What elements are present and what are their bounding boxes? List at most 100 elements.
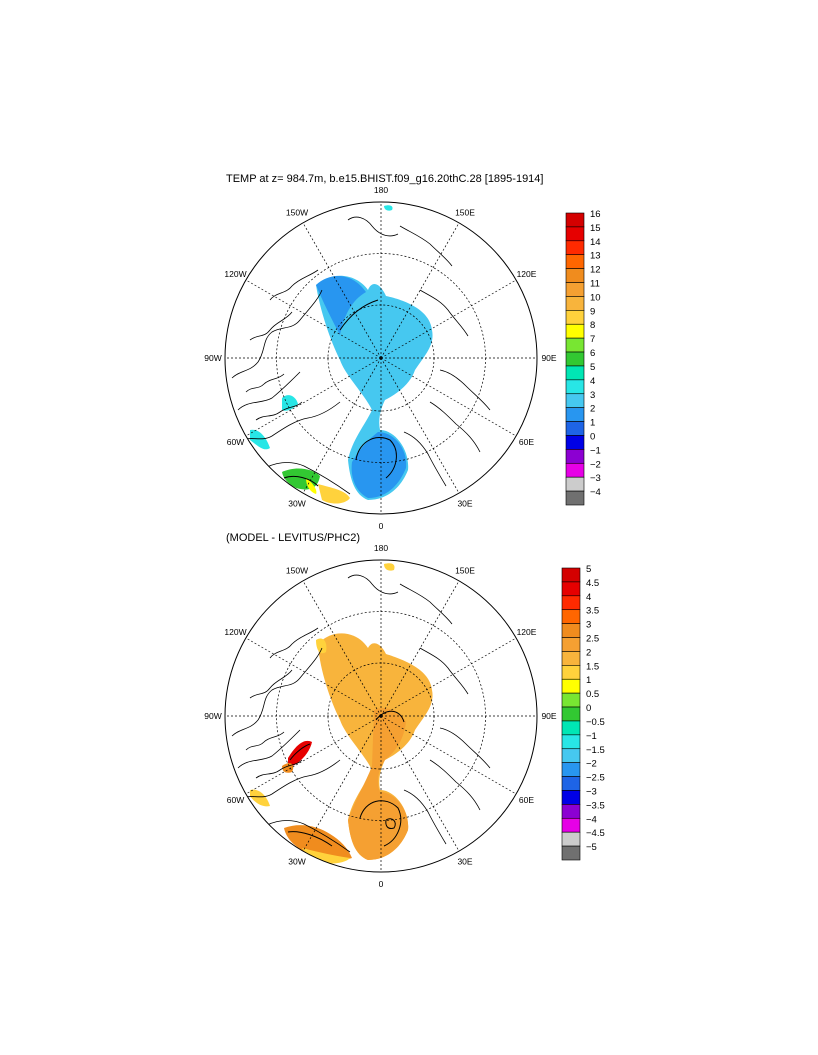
colorbar-2: 5 4.5 4 3.5 3 2.5 2 1.5 1 0.5 0 −0.5 −1 −1.5 −2 −2.5 −3 −…	[561, 564, 605, 861]
colorbar-swatch	[565, 462, 585, 478]
colorbar-swatch	[561, 762, 581, 777]
colorbar-tick-label: 3	[586, 620, 591, 631]
colorbar-swatch	[561, 581, 581, 597]
colorbar-swatch	[565, 421, 585, 436]
colorbar-swatch	[565, 282, 585, 297]
colorbar-tick-label: 0	[590, 431, 595, 442]
polar-map-2: 180 150E 120E 90E 60E 30E 0 30W 60W 90W 120W 150W	[204, 543, 557, 889]
colorbar-swatch	[561, 595, 581, 611]
lon-label-120e: 120E	[517, 269, 537, 279]
lon-label-120e: 120E	[517, 627, 537, 637]
colorbar-tick-label: 15	[590, 223, 601, 234]
colorbar-swatch	[561, 609, 581, 624]
colorbar-tick-label: 3	[590, 390, 595, 401]
colorbar-swatch	[561, 748, 581, 763]
contour-line-1	[375, 710, 405, 723]
colorbar-tick-label: 16	[590, 209, 601, 220]
colorbar-tick-label: 2	[586, 647, 591, 658]
data-region-8	[306, 478, 317, 494]
lon-label-90w: 90W	[204, 711, 221, 721]
colorbar-swatch	[561, 804, 581, 819]
colorbar-swatch	[565, 449, 585, 464]
colorbar-tick-label: −3.5	[586, 800, 605, 811]
colorbar-tick-label: 8	[590, 320, 595, 331]
lon-label-150w: 150W	[286, 566, 308, 576]
colorbar-tick-label: −4.5	[586, 828, 605, 839]
colorbar-swatch	[561, 692, 581, 708]
colorbar-tick-label: −1	[586, 731, 597, 742]
polar-map-1: 180 150E 120E 90E 60E 30E 0 30W 60W 90W 120W 150W	[204, 185, 557, 531]
colorbar-tick-label: 0.5	[586, 689, 599, 700]
colorbar-swatch	[561, 665, 581, 680]
colorbar-swatch	[565, 365, 585, 381]
colorbar-tick-label: −2	[590, 459, 601, 470]
colorbar-swatch	[565, 337, 585, 353]
colorbar-tick-label: −0.5	[586, 717, 605, 728]
lon-label-180: 180	[374, 543, 388, 553]
colorbar-swatch	[565, 268, 585, 283]
lon-label-90w: 90W	[204, 353, 221, 363]
lon-label-30w: 30W	[288, 856, 305, 866]
map-boundary	[224, 201, 538, 515]
colorbar-tick-label: 13	[590, 251, 601, 262]
colorbar-swatch	[565, 379, 585, 395]
lon-label-90e: 90E	[541, 353, 556, 363]
colorbar-tick-label: 1	[590, 418, 595, 429]
colorbar-swatch	[561, 790, 581, 805]
coastline	[231, 574, 491, 853]
colorbar-tick-label: −2	[586, 759, 597, 770]
lon-label-30e: 30E	[457, 856, 472, 866]
lon-label-0: 0	[379, 879, 384, 889]
colorbar-swatch	[565, 490, 585, 506]
colorbar-swatch	[561, 845, 581, 861]
lon-label-150e: 150E	[455, 566, 475, 576]
colorbar-swatch	[561, 678, 581, 694]
lon-label-60e: 60E	[519, 437, 534, 447]
colorbar-tick-label: 4	[590, 376, 595, 387]
data-region-3	[351, 432, 407, 498]
contour-line-4	[289, 743, 311, 761]
colorbar-tick-label: −3	[586, 786, 597, 797]
data-region-6	[250, 789, 270, 807]
lon-label-180: 180	[374, 185, 388, 195]
colorbar-tick-label: 3.5	[586, 606, 599, 617]
lon-label-60w: 60W	[227, 437, 244, 447]
map-boundary	[224, 559, 538, 873]
contour-line-3	[385, 818, 396, 829]
colorbar-swatch	[561, 637, 581, 652]
lon-label-150e: 150E	[455, 208, 475, 218]
data-region-3	[316, 638, 327, 654]
data-region-2	[348, 708, 409, 860]
colorbar-swatch	[561, 567, 581, 583]
colorbar-tick-label: 5	[590, 362, 595, 373]
colorbar-swatch	[565, 296, 585, 311]
colorbar-tick-label: 6	[590, 348, 595, 359]
data-region-5	[282, 395, 298, 411]
lon-label-150w: 150W	[286, 208, 308, 218]
colorbar-tick-label: −4	[586, 814, 597, 825]
colorbar-tick-label: 12	[590, 265, 601, 276]
colorbar-tick-label: 1.5	[586, 661, 599, 672]
colorbar-swatch	[565, 226, 585, 242]
colorbar-tick-label: 1	[586, 675, 591, 686]
colorbar-swatch	[565, 393, 585, 408]
colorbar-swatch	[561, 706, 581, 722]
colorbar-tick-label: 5	[586, 564, 591, 575]
data-region-7	[318, 484, 350, 504]
lon-label-90e: 90E	[541, 711, 556, 721]
colorbar-swatch	[565, 323, 585, 339]
colorbar-tick-label: 2.5	[586, 634, 599, 645]
colorbar-swatch	[561, 831, 581, 847]
colorbar-swatch	[561, 720, 581, 736]
colorbar-tick-label: −5	[586, 842, 597, 853]
graticule	[225, 560, 537, 872]
data-region-4	[288, 740, 312, 768]
colorbar-tick-label: 11	[590, 279, 600, 290]
colorbar-swatch	[561, 817, 581, 833]
colorbar-swatch	[565, 351, 585, 367]
colorbar-swatch	[561, 651, 581, 666]
colorbar-tick-label: 10	[590, 292, 601, 303]
contour-line-3	[283, 475, 319, 487]
colorbar-tick-label: −1.5	[586, 745, 605, 756]
